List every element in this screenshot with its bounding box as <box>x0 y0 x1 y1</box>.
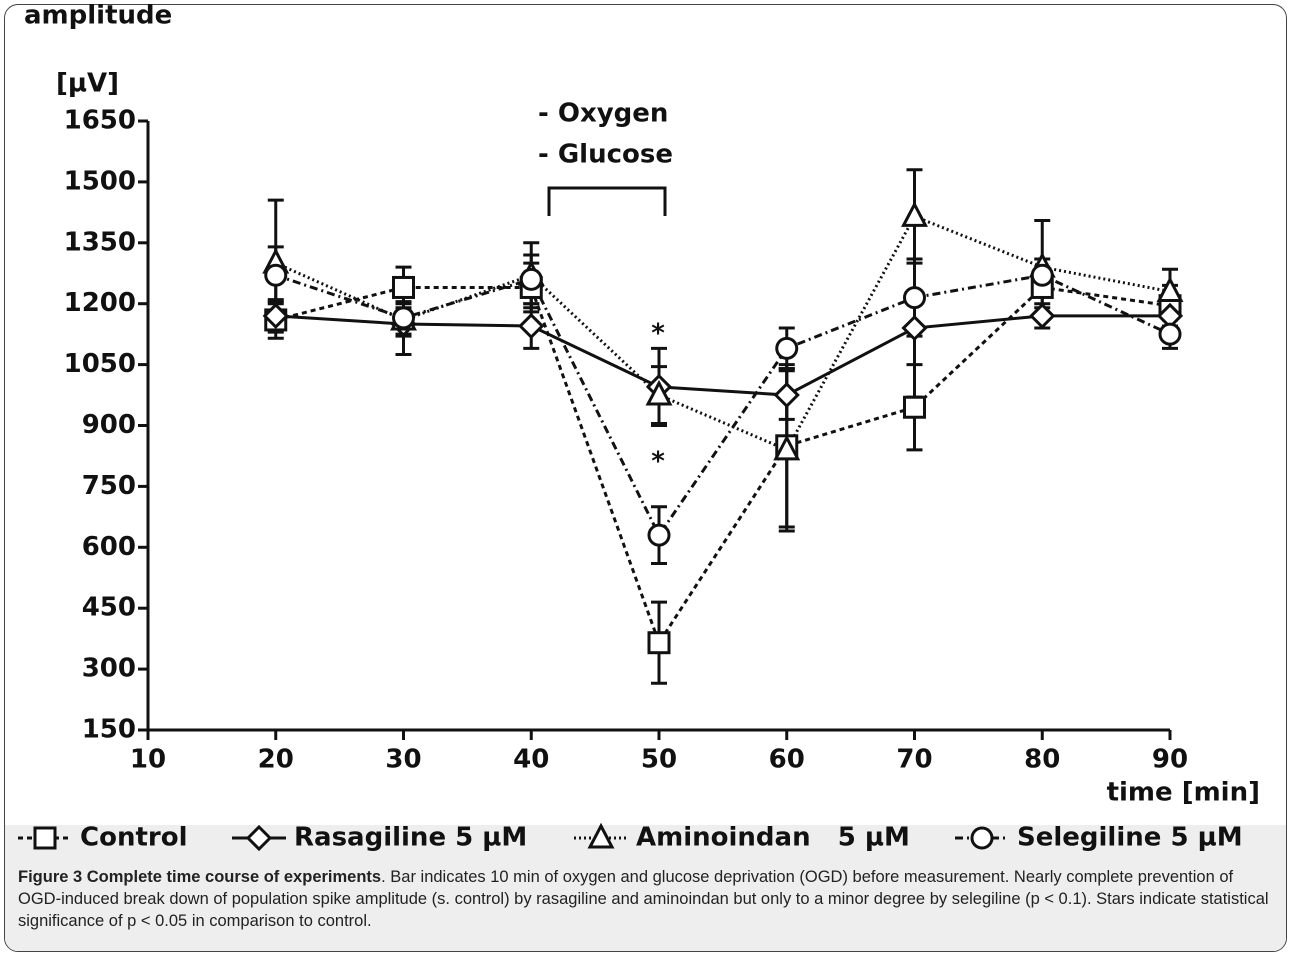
data-point <box>518 312 545 340</box>
y-tick-label: 450 <box>82 593 136 623</box>
y-axis-label: [µV] <box>56 69 119 99</box>
y-tick-label: 600 <box>82 532 136 562</box>
y-tick-label: 750 <box>82 471 136 501</box>
significance-star: * <box>651 319 665 349</box>
figure-frame <box>4 4 1287 952</box>
data-point <box>647 631 671 655</box>
y-tick-label: 1350 <box>64 227 136 257</box>
x-axis-label: time [min] <box>1107 778 1260 808</box>
data-point <box>1029 302 1056 330</box>
legend-label: Selegiline 5 µM <box>1017 823 1243 853</box>
data-point <box>1030 263 1054 287</box>
data-point <box>264 263 288 287</box>
legend-marker <box>970 826 994 850</box>
data-point <box>903 395 926 419</box>
y-tick-label: 300 <box>82 654 136 684</box>
data-point <box>773 381 800 409</box>
data-point <box>901 201 928 227</box>
series-line <box>275 314 1170 397</box>
x-tick-label: 60 <box>769 745 805 775</box>
caption-text: . Bar indicates 10 min of oxygen and glu… <box>18 868 1269 930</box>
legend-marker <box>245 824 273 852</box>
x-tick-label: 20 <box>258 745 294 775</box>
data-point <box>901 314 928 342</box>
data-point <box>392 275 415 299</box>
data-point <box>903 286 926 310</box>
legend-label: Aminoindan 5 µM <box>636 823 910 853</box>
annotation: - Oxygen <box>538 99 668 129</box>
legend-marker <box>33 826 57 850</box>
series-line <box>275 285 1171 647</box>
significance-star: * <box>651 447 665 477</box>
caption-background <box>5 825 1286 951</box>
data-point <box>645 379 673 406</box>
x-tick-label: 50 <box>641 745 677 775</box>
x-tick-label: 40 <box>513 745 549 775</box>
x-tick-label: 80 <box>1024 745 1060 775</box>
data-point <box>647 523 671 547</box>
y-tick-label: 900 <box>82 410 136 440</box>
y-axis-label: amplitude <box>24 1 172 31</box>
x-tick-label: 90 <box>1152 745 1188 775</box>
caption: Figure 3 Complete time course of experim… <box>18 866 1278 932</box>
ogd-bracket <box>547 186 667 216</box>
x-tick-label: 10 <box>130 745 166 775</box>
y-tick-label: 1650 <box>64 106 136 136</box>
legend-label: Rasagiline 5 µM <box>294 823 527 853</box>
y-tick-label: 1200 <box>64 288 136 318</box>
data-point <box>1156 276 1184 303</box>
data-point <box>773 434 801 461</box>
data-point <box>519 267 543 291</box>
series-line <box>275 273 1171 539</box>
x-tick-label: 70 <box>896 745 932 775</box>
legend-marker <box>587 822 615 849</box>
data-point <box>262 302 289 330</box>
data-point <box>1158 322 1182 346</box>
data-point <box>775 336 799 360</box>
legend-label: Control <box>80 823 187 853</box>
annotation: - Glucose <box>538 140 673 170</box>
x-tick-label: 30 <box>385 745 421 775</box>
caption-title: Figure 3 Complete time course of experim… <box>18 868 382 886</box>
y-tick-label: 1500 <box>64 166 136 196</box>
data-point <box>392 306 415 330</box>
y-tick-label: 150 <box>82 715 136 745</box>
y-tick-label: 1050 <box>64 349 136 379</box>
